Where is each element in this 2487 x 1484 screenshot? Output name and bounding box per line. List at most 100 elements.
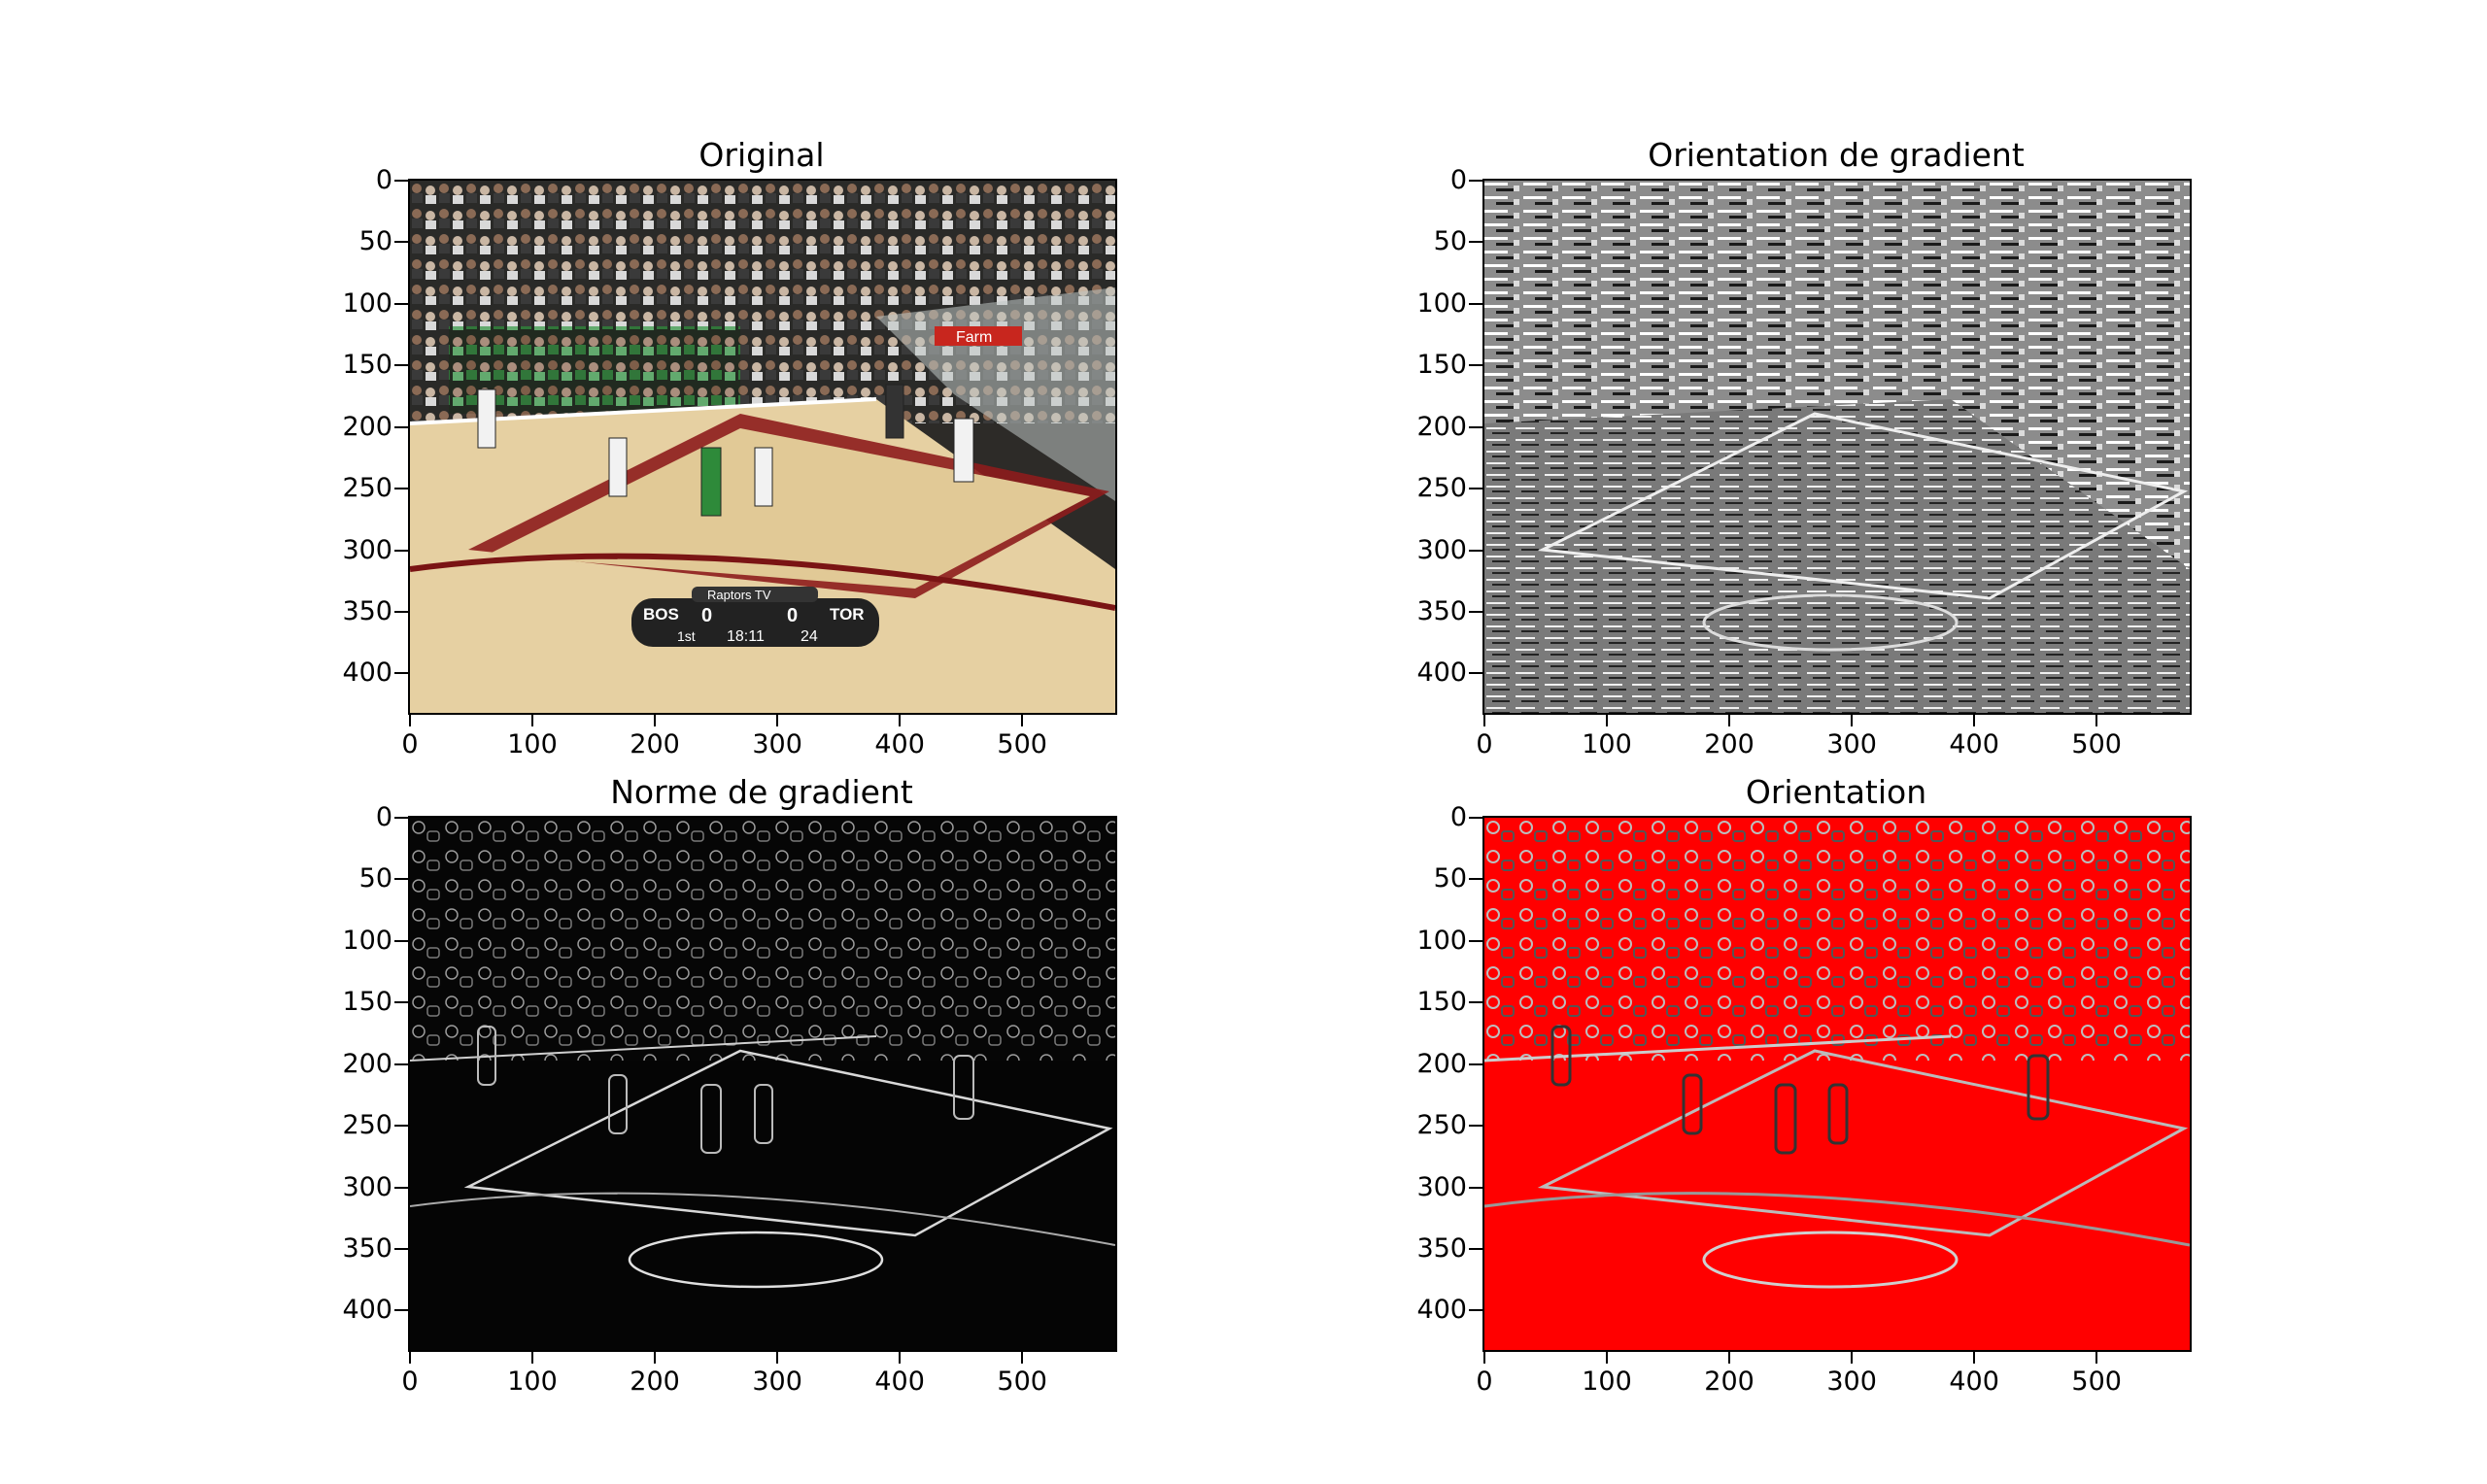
y-tick-label: 400	[342, 1295, 392, 1326]
x-tick	[531, 715, 534, 726]
y-tick	[394, 610, 408, 613]
y-tick-label: 100	[1416, 925, 1467, 956]
y-tick-label: 150	[342, 987, 392, 1018]
y-tick-label: 400	[1416, 1295, 1467, 1326]
x-tick	[2095, 1352, 2098, 1364]
y-tick-label: 400	[1416, 658, 1467, 689]
x-tick-label: 300	[1826, 729, 1877, 759]
x-tick	[1021, 715, 1024, 726]
x-tick-label: 100	[1582, 1366, 1632, 1397]
x-tick-label: 500	[997, 1366, 1047, 1397]
y-tick-label: 200	[1416, 1048, 1467, 1079]
x-tick-label: 0	[401, 1366, 419, 1397]
y-tick	[1469, 241, 1482, 244]
y-tick-label: 300	[1416, 534, 1467, 565]
y-tick-label: 350	[1416, 595, 1467, 626]
y-tick	[1469, 939, 1482, 942]
y-tick-label: 0	[1449, 802, 1467, 832]
banner-text: Farm	[956, 329, 992, 346]
image-orientation	[1482, 816, 2192, 1352]
x-tick	[1606, 1352, 1609, 1364]
y-tick	[1469, 1125, 1482, 1128]
y-tick-label: 100	[342, 287, 392, 319]
home-score: 0	[701, 605, 712, 626]
x-tick	[776, 1352, 779, 1364]
y-tick	[1469, 180, 1482, 182]
y-tick	[394, 302, 408, 305]
y-tick	[394, 488, 408, 490]
home-team: BOS	[643, 605, 679, 624]
panel-gradient-magnitude: Norme de gradient	[342, 773, 1117, 1397]
y-tick-label: 250	[342, 473, 392, 504]
x-tick	[899, 715, 902, 726]
y-tick-label: 150	[1416, 987, 1467, 1018]
x-tick	[1483, 715, 1485, 726]
y-tick	[1469, 610, 1482, 613]
away-team: TOR	[830, 605, 865, 624]
y-tick	[1469, 364, 1482, 367]
y-tick-label: 300	[342, 1171, 392, 1202]
scoreboard-brand: Raptors TV	[707, 588, 771, 602]
y-tick	[394, 364, 408, 367]
y-tick	[1469, 1186, 1482, 1189]
y-tick	[1469, 488, 1482, 490]
away-score: 0	[787, 605, 798, 626]
x-tick	[1973, 715, 1976, 726]
y-tick	[1469, 425, 1482, 428]
x-tick-label: 400	[1949, 729, 1999, 759]
x-tick-label: 500	[2071, 1366, 2122, 1397]
x-tick	[654, 1352, 657, 1364]
x-tick-label: 0	[1476, 729, 1493, 759]
y-tick-label: 50	[358, 863, 392, 894]
x-tick	[409, 715, 411, 726]
x-tick	[1483, 1352, 1485, 1364]
panel-gradient-orientation: Orientation de gradient 0 50 10	[1416, 136, 2192, 759]
x-tick	[776, 715, 779, 726]
y-tick	[394, 1309, 408, 1312]
x-tick-label: 100	[507, 729, 558, 759]
y-tick	[1469, 672, 1482, 675]
x-tick-label: 200	[630, 1366, 680, 1397]
y-tick	[394, 939, 408, 942]
y-tick-label: 350	[1416, 1232, 1467, 1264]
y-tick	[394, 425, 408, 428]
y-tick	[394, 878, 408, 881]
x-tick	[1851, 715, 1854, 726]
y-tick	[394, 1247, 408, 1250]
x-tick-label: 200	[1704, 1366, 1755, 1397]
x-tick-label: 400	[874, 729, 925, 759]
y-tick	[1469, 549, 1482, 552]
y-tick	[1469, 817, 1482, 819]
x-tick	[1021, 1352, 1024, 1364]
y-tick-label: 100	[342, 925, 392, 956]
y-tick-label: 0	[375, 802, 392, 832]
y-tick-label: 250	[1416, 1110, 1467, 1141]
y-tick-label: 150	[342, 350, 392, 381]
image-original: Farm Raptors TV BOS 0 0 TOR 1st 18:11 24	[408, 179, 1117, 715]
x-tick	[654, 715, 657, 726]
panel-title: Orientation de gradient	[1648, 136, 2025, 174]
y-tick-label: 50	[358, 226, 392, 257]
y-tick-label: 250	[342, 1110, 392, 1141]
y-tick	[1469, 302, 1482, 305]
x-tick	[2095, 715, 2098, 726]
y-tick-label: 350	[342, 595, 392, 626]
y-tick-label: 300	[342, 534, 392, 565]
x-tick-label: 100	[1582, 729, 1632, 759]
x-tick-label: 100	[507, 1366, 558, 1397]
game-clock: 18:11	[727, 628, 765, 645]
y-tick	[1469, 1247, 1482, 1250]
x-tick-label: 500	[997, 729, 1047, 759]
x-tick-label: 300	[1826, 1366, 1877, 1397]
y-tick	[394, 1186, 408, 1189]
y-tick-label: 400	[342, 658, 392, 689]
x-tick-label: 200	[1704, 729, 1755, 759]
image-gradient-orientation	[1482, 179, 2192, 715]
shot-clock: 24	[801, 628, 818, 645]
y-tick	[394, 1001, 408, 1004]
y-tick	[394, 817, 408, 819]
x-tick	[899, 1352, 902, 1364]
y-tick-label: 100	[1416, 287, 1467, 319]
x-tick-label: 400	[874, 1366, 925, 1397]
y-tick	[1469, 878, 1482, 881]
